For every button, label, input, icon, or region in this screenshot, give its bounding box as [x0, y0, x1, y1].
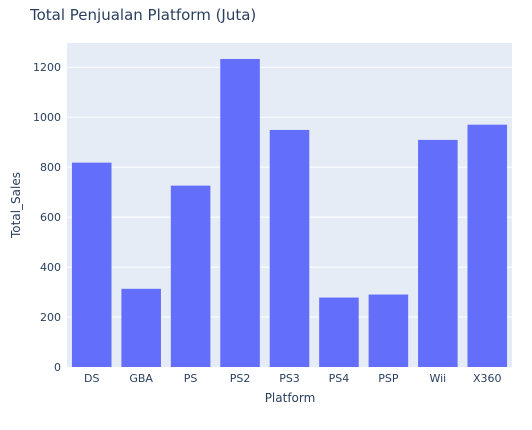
bar-ps2 [220, 58, 260, 367]
y-tick-label: 600 [40, 211, 61, 224]
x-tick-label: DS [84, 372, 99, 385]
x-tick-label: X360 [473, 372, 502, 385]
y-tick-label: 200 [40, 311, 61, 324]
chart-title: Total Penjualan Platform (Juta) [29, 6, 256, 24]
bar-ps3 [269, 129, 310, 367]
x-tick-label: GBA [129, 372, 153, 385]
y-tick-label: 0 [54, 361, 61, 374]
bar-psp [368, 294, 409, 367]
bar-ps4 [319, 297, 359, 367]
y-tick-label: 1000 [33, 111, 61, 124]
x-tick-label: PS2 [230, 372, 251, 385]
x-axis-ticks: DS GBA PS PS2 PS3 PS4 PSP Wii X360 [84, 372, 502, 385]
y-tick-label: 1200 [33, 61, 61, 74]
bar-x360 [467, 124, 508, 367]
bars [71, 58, 508, 367]
bar-wii [418, 139, 458, 367]
bar-gba [121, 288, 161, 367]
y-axis-ticks: 0 200 400 600 800 1000 1200 [33, 61, 61, 374]
y-tick-label: 400 [40, 261, 61, 274]
bar-ds [71, 162, 112, 367]
y-axis-label: Total_Sales [9, 172, 23, 239]
y-tick-label: 800 [40, 161, 61, 174]
x-tick-label: Wii [429, 372, 446, 385]
bar-ps [170, 185, 211, 367]
x-tick-label: PSP [378, 372, 399, 385]
x-tick-label: PS [184, 372, 198, 385]
x-tick-label: PS4 [329, 372, 350, 385]
x-tick-label: PS3 [279, 372, 300, 385]
x-axis-label: Platform [265, 391, 316, 405]
